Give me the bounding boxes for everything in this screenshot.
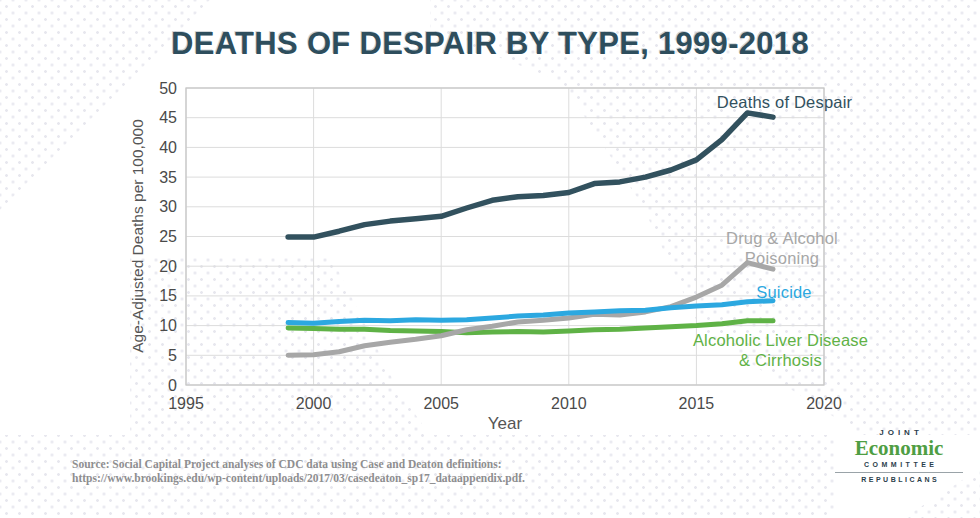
svg-text:20: 20 [159,258,177,275]
series-label-deaths-of-despair: Deaths of Despair [697,93,872,113]
source-line-2: https://www.brookings.edu/wp-content/upl… [72,472,525,486]
svg-text:25: 25 [159,228,177,245]
svg-text:35: 35 [159,169,177,186]
svg-text:0: 0 [168,377,177,394]
source-note: Source: Social Capital Project analyses … [72,458,525,486]
svg-text:2010: 2010 [551,395,587,412]
svg-text:2005: 2005 [423,395,459,412]
svg-text:5: 5 [168,347,177,364]
series-label-suicide: Suicide [728,283,840,303]
svg-text:15: 15 [159,287,177,304]
svg-text:2000: 2000 [296,395,332,412]
source-line-1: Source: Social Capital Project analyses … [72,458,525,472]
svg-text:2015: 2015 [679,395,715,412]
series-label-alcoholic-liver-disease: Alcoholic Liver Disease & Cirrhosis [688,331,873,371]
svg-text:40: 40 [159,139,177,156]
logo-divider [835,472,963,473]
svg-text:Year: Year [488,414,523,433]
svg-text:10: 10 [159,317,177,334]
series-label-drug-alcohol-poisoning: Drug & Alcohol Poisoning [698,229,866,269]
svg-text:30: 30 [159,198,177,215]
logo-republicans-text: REPUBLICANS [833,476,965,483]
svg-text:Age-Adjusted Deaths per 100,00: Age-Adjusted Deaths per 100,000 [129,119,146,353]
logo-economic-text: Economic [833,438,965,459]
svg-text:45: 45 [159,109,177,126]
jec-logo: JOINT Economic COMMITTEE REPUBLICANS [833,428,965,483]
svg-text:2020: 2020 [806,395,842,412]
svg-text:50: 50 [159,80,177,97]
logo-committee-text: COMMITTEE [833,461,965,468]
chart-title: DEATHS OF DESPAIR BY TYPE, 1999-2018 [0,26,980,62]
svg-text:1995: 1995 [168,395,204,412]
